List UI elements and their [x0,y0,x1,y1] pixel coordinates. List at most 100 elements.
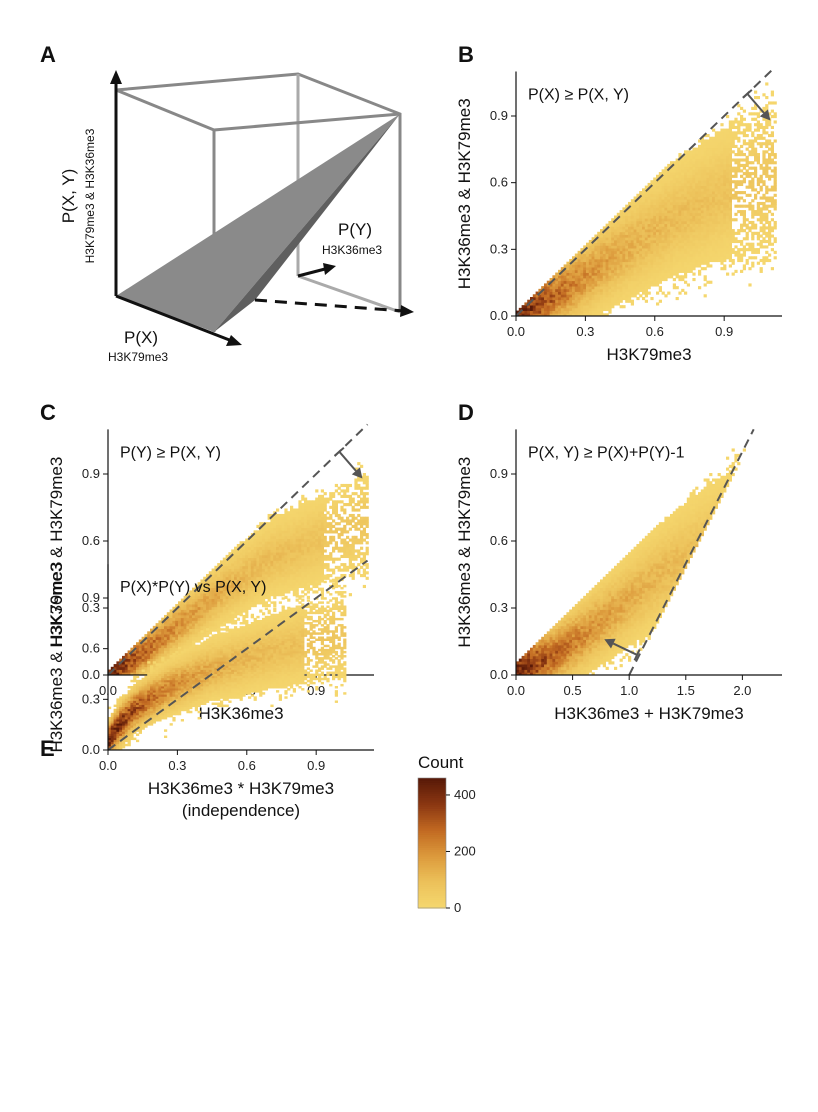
heat-cell [684,226,688,230]
heat-cell [217,595,221,599]
heat-cell [312,527,316,531]
heat-cell [558,310,562,314]
heat-cell [770,147,774,151]
heat-cell [714,150,718,154]
heat-cell [698,264,702,268]
heat-cell [684,193,688,197]
heat-cell [650,182,654,187]
heat-cell [597,237,601,241]
heat-cell [560,280,564,284]
heat-cell [734,174,738,178]
heat-cell [259,535,263,539]
heat-cell [644,229,648,233]
heat-cell [714,136,718,140]
heat-cell [236,549,240,553]
heat-cell [756,204,760,208]
heat-cell [751,226,755,230]
heat-cell [326,565,330,569]
heat-cell [712,144,716,149]
heat-cell [717,215,721,219]
heat-cell [630,248,634,252]
heat-cell [231,584,235,589]
heat-cell [630,212,634,216]
heat-cell [538,299,542,303]
heat-cell [709,218,713,222]
heat-cell [577,277,581,282]
heat-cell [591,277,595,282]
heat-cell [703,220,707,225]
heat-cell [720,155,724,159]
heat-cell [315,560,319,564]
heat-cell [326,574,330,578]
heat-cell [703,234,707,238]
heat-cell [158,636,162,640]
heat-cell [253,576,257,580]
heat-cell [602,313,606,317]
heat-cell [664,258,668,263]
heat-cell [759,188,763,192]
heat-cell [689,234,693,238]
heat-cell [748,153,752,157]
heat-cell [756,134,760,138]
heat-cell [138,650,142,654]
heat-cell [298,546,302,550]
heat-cell [642,201,646,206]
heat-cell [544,313,548,317]
heat-cell [698,261,702,265]
heat-cell [754,147,758,151]
axis-x-label-main: P(X) [124,328,158,347]
heat-cell [723,139,727,143]
heat-cell [734,166,738,170]
heat-cell [756,155,760,159]
heat-cell [619,294,623,298]
heat-cell [728,128,732,132]
heat-cell [298,516,302,520]
heat-cell [178,639,182,643]
heat-cell [650,215,654,219]
heat-cell [166,639,170,643]
heat-cell [684,234,688,238]
heat-cell [124,661,128,665]
heat-cell [203,598,207,602]
heat-cell [222,623,226,627]
heat-cell [178,623,182,627]
heat-cell [672,220,676,225]
heat-cell [770,158,774,162]
heat-cell [611,291,615,295]
heat-cell [127,664,131,668]
heat-cell [675,264,679,268]
heat-cell [759,201,763,206]
heat-cell [323,497,327,501]
heat-cell [605,313,609,317]
heat-cell [292,541,296,545]
heat-cell [203,620,207,624]
heat-cell [742,215,746,219]
heat-cell [180,642,184,646]
heat-cell [231,563,235,567]
heat-cell [326,516,330,520]
heat-cell [619,277,623,282]
heat-cell [728,231,732,235]
heat-cell [259,557,263,561]
heat-cell [703,283,707,287]
heat-cell [343,538,347,542]
heat-cell [538,288,542,292]
heat-cell [751,131,755,135]
heat-cell [166,631,170,635]
heat-cell [656,291,660,295]
heat-cell [608,277,612,282]
heat-cell [220,620,224,624]
heat-cell [731,258,735,263]
heat-cell [577,286,581,290]
heat-cell [723,147,727,151]
heat-cell [250,565,254,569]
heat-cell [309,530,313,534]
heat-cell [625,234,629,238]
heat-cell [737,153,741,157]
heat-cell [284,557,288,561]
heat-cell [560,299,564,303]
heat-cell [689,223,693,227]
heat-cell [270,584,274,589]
heat-cell [287,574,291,578]
heat-cell [703,237,707,241]
